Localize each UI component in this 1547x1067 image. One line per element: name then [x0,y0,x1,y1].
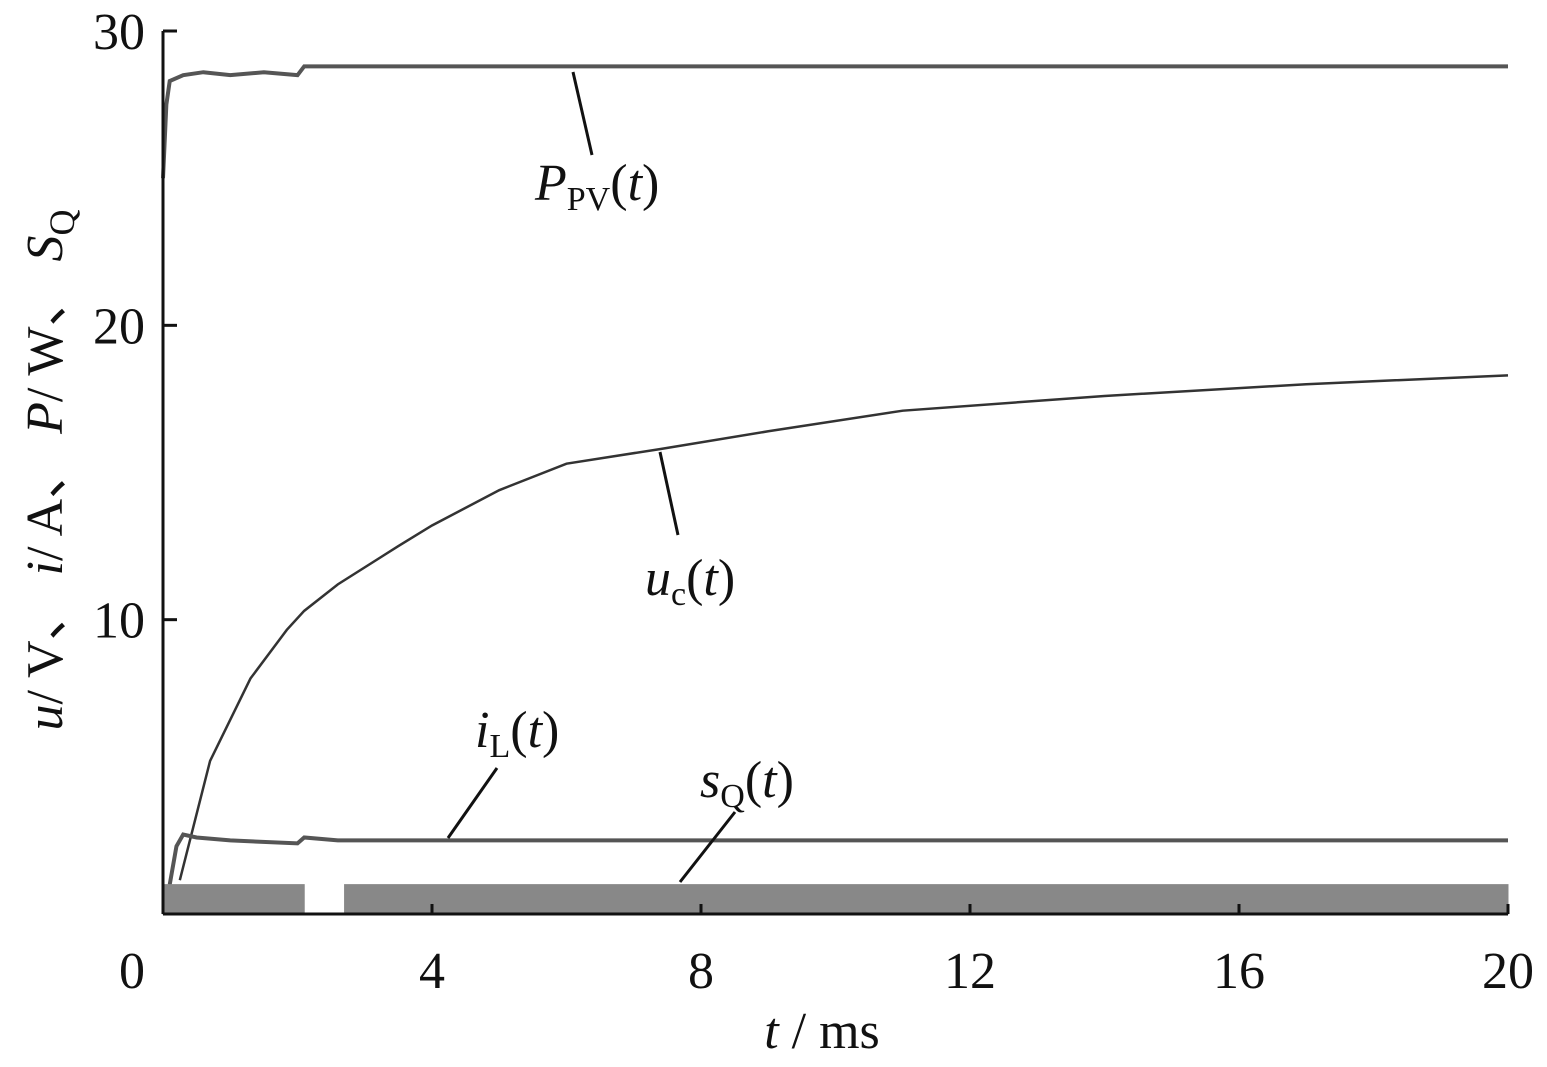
y-label-part: P [17,402,74,435]
label-char: ) [718,550,735,607]
x-tick-label: 20 [1482,943,1534,1000]
label-char: ( [510,702,527,759]
label-main: u [645,550,671,607]
series-line [162,884,1509,915]
y-label-part: S [17,235,74,261]
y-tick-label: 10 [93,593,145,650]
label-char: ( [610,155,627,212]
label-char: ( [686,550,703,607]
label-rest: (t) [745,752,794,809]
series-line [178,374,1509,881]
x-tick-label: 16 [1213,943,1265,1000]
series-label: uc(t) [645,550,735,613]
label-char: t [703,550,719,607]
x-tick-label: 12 [944,943,996,1000]
series-label: sQ(t) [700,752,794,815]
x-tick-label: 8 [688,943,714,1000]
y-axis-label: u/ V、 i/ A、 P/ W、 SQ [17,209,82,730]
label-char: ) [642,155,659,212]
y-label-part: / V、 [17,575,74,704]
label-rest: (t) [686,550,735,607]
label-char: ) [777,752,794,809]
x-label-main: t [764,1003,780,1060]
label-char: t [528,702,544,759]
y-label-part: u [17,705,74,731]
label-sub: c [671,576,686,613]
y-label-part: Q [42,209,82,235]
series-line [161,64,1508,179]
series-label: PPV(t) [534,155,659,218]
x-label-rest: / ms [779,1003,880,1060]
leader-line [446,767,499,839]
label-sub: PV [567,181,611,218]
y-label-part: / W、 [17,261,74,402]
x-tick-label: 4 [419,943,445,1000]
label-main: s [700,752,720,809]
label-char: ) [542,702,559,759]
label-char: t [762,752,778,809]
y-label-part: i [17,561,74,575]
x-axis-label: t / ms [764,1003,880,1060]
label-rest: (t) [510,702,559,759]
leader-line [658,451,680,536]
label-main: P [534,155,567,212]
x-tick-label: 0 [119,943,145,1000]
label-char: ( [745,752,762,809]
label-sub: L [489,728,510,765]
label-char: t [628,155,644,212]
y-label-part: / A、 [17,434,74,561]
y-tick-label: 30 [93,4,145,61]
series-label: iL(t) [475,702,559,765]
leader-line [678,811,737,883]
label-sub: Q [720,778,745,815]
label-main: i [475,702,489,759]
series-line [167,832,1508,885]
y-tick-label: 20 [93,298,145,355]
leader-line [571,71,594,156]
label-rest: (t) [610,155,659,212]
